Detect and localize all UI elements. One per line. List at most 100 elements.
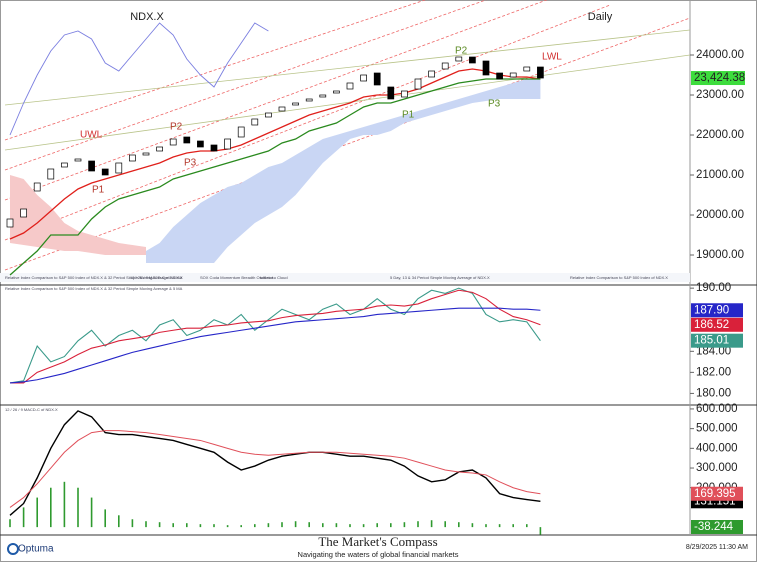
cloud	[10, 175, 146, 255]
candle	[33, 182, 41, 192]
candle	[496, 72, 503, 80]
histogram-bar	[390, 523, 392, 528]
legend-text: 5 Day, 13 & 34 Period Simple Moving Aver…	[390, 275, 490, 280]
value-readout: 187.90	[694, 304, 729, 316]
candle	[428, 70, 435, 78]
indicator-line	[9, 287, 541, 384]
histogram-bar	[430, 520, 433, 528]
histogram-bar	[63, 481, 66, 528]
value-readout-box	[691, 486, 743, 501]
optuma-logo	[7, 543, 19, 555]
legend-text: SOX Coda Momentum Breadth Oscillator	[200, 275, 274, 280]
y-tick-label: 500.000	[696, 423, 738, 435]
candle	[292, 102, 299, 106]
price-line	[9, 78, 541, 276]
histogram-bar	[403, 522, 406, 528]
annotation: P1	[402, 110, 415, 121]
histogram-bar	[9, 519, 11, 528]
value-readout: 185.01	[694, 335, 729, 347]
footer-title: The Market's Compass	[318, 534, 437, 549]
histogram-bar	[36, 497, 38, 528]
histogram-bar	[471, 523, 474, 528]
price-line	[9, 22, 269, 136]
histogram-bar	[485, 524, 487, 528]
candle	[414, 78, 422, 90]
indicator-line	[9, 307, 541, 384]
annotation: P3	[488, 99, 501, 110]
timestamp: 8/29/2025 11:30 AM	[686, 544, 748, 551]
histogram-bar	[294, 521, 297, 528]
value-readout: 186.52	[694, 319, 729, 331]
histogram-bar	[186, 523, 188, 528]
indicator-line	[10, 289, 541, 384]
y-tick-label: 20000.00	[696, 209, 744, 221]
y-tick-label: 182.00	[696, 366, 731, 378]
y-tick-label: 400.000	[696, 442, 738, 454]
candle	[197, 140, 204, 148]
y-tick-label: 22000.00	[696, 129, 744, 141]
candle	[455, 56, 463, 62]
candle	[360, 74, 367, 82]
histogram-bar	[444, 521, 446, 528]
histogram-bar	[322, 523, 324, 528]
macd-line	[9, 430, 541, 508]
price-readout: 23,424.38	[694, 72, 745, 84]
y-tick-label: 300.000	[696, 462, 738, 474]
candle	[6, 218, 14, 228]
histogram-bar	[362, 524, 365, 528]
histogram-bar	[158, 522, 161, 528]
candle	[115, 162, 123, 174]
legend-strip	[0, 273, 690, 282]
annotation: P1	[92, 185, 105, 196]
histogram-bar	[335, 523, 338, 528]
legend-text: Relative Index Comparison to S&P 500 Ind…	[570, 275, 668, 280]
macd-line	[9, 410, 541, 516]
candle	[319, 94, 327, 98]
legend-text: Relative Index Comparison to S&P 500 Ind…	[5, 275, 183, 280]
y-tick-label: 23000.00	[696, 89, 744, 101]
candle	[224, 138, 231, 150]
histogram-bar	[417, 521, 419, 528]
candle	[210, 144, 218, 152]
value-readout-box	[691, 333, 743, 348]
candle	[278, 106, 286, 112]
candle	[183, 136, 191, 144]
candle	[482, 60, 490, 76]
candle	[156, 146, 163, 152]
histogram-bar	[22, 507, 25, 528]
candle	[305, 98, 313, 102]
candle	[523, 66, 531, 72]
candle	[142, 152, 150, 156]
candle	[101, 168, 109, 176]
histogram-bar	[240, 525, 242, 528]
value-readout-box	[691, 303, 743, 318]
channel-lines	[4, 0, 691, 271]
cloud	[146, 79, 541, 263]
histogram-bar	[50, 487, 52, 528]
panel-legend: 12 / 26 / 9 MACD-C of NDX.X	[5, 407, 58, 412]
candle	[265, 112, 272, 118]
annotation: P2	[455, 46, 468, 57]
footer-subtitle: Navigating the waters of global financia…	[298, 550, 459, 559]
y-tick-label: 190.00	[696, 282, 731, 294]
histogram-bar	[512, 524, 514, 528]
histogram-bar	[498, 524, 501, 528]
annotation: P3	[184, 158, 197, 169]
histogram-bar	[254, 524, 256, 528]
brand: Optuma	[18, 544, 54, 555]
histogram-bar	[77, 487, 79, 528]
candle	[20, 208, 27, 218]
period: Daily	[588, 11, 613, 23]
legend-text: 12 / 26 / 9 MACD-C of NDX.X	[130, 275, 183, 280]
price-line	[9, 68, 541, 240]
histogram-bar	[90, 497, 93, 528]
y-tick-label: 180.00	[696, 387, 731, 399]
candle	[401, 90, 408, 98]
histogram-bar	[539, 527, 542, 535]
histogram-bar	[213, 524, 215, 528]
candle	[169, 138, 177, 146]
candle	[333, 90, 340, 94]
price-readout-box	[691, 71, 745, 86]
candle	[47, 168, 55, 180]
